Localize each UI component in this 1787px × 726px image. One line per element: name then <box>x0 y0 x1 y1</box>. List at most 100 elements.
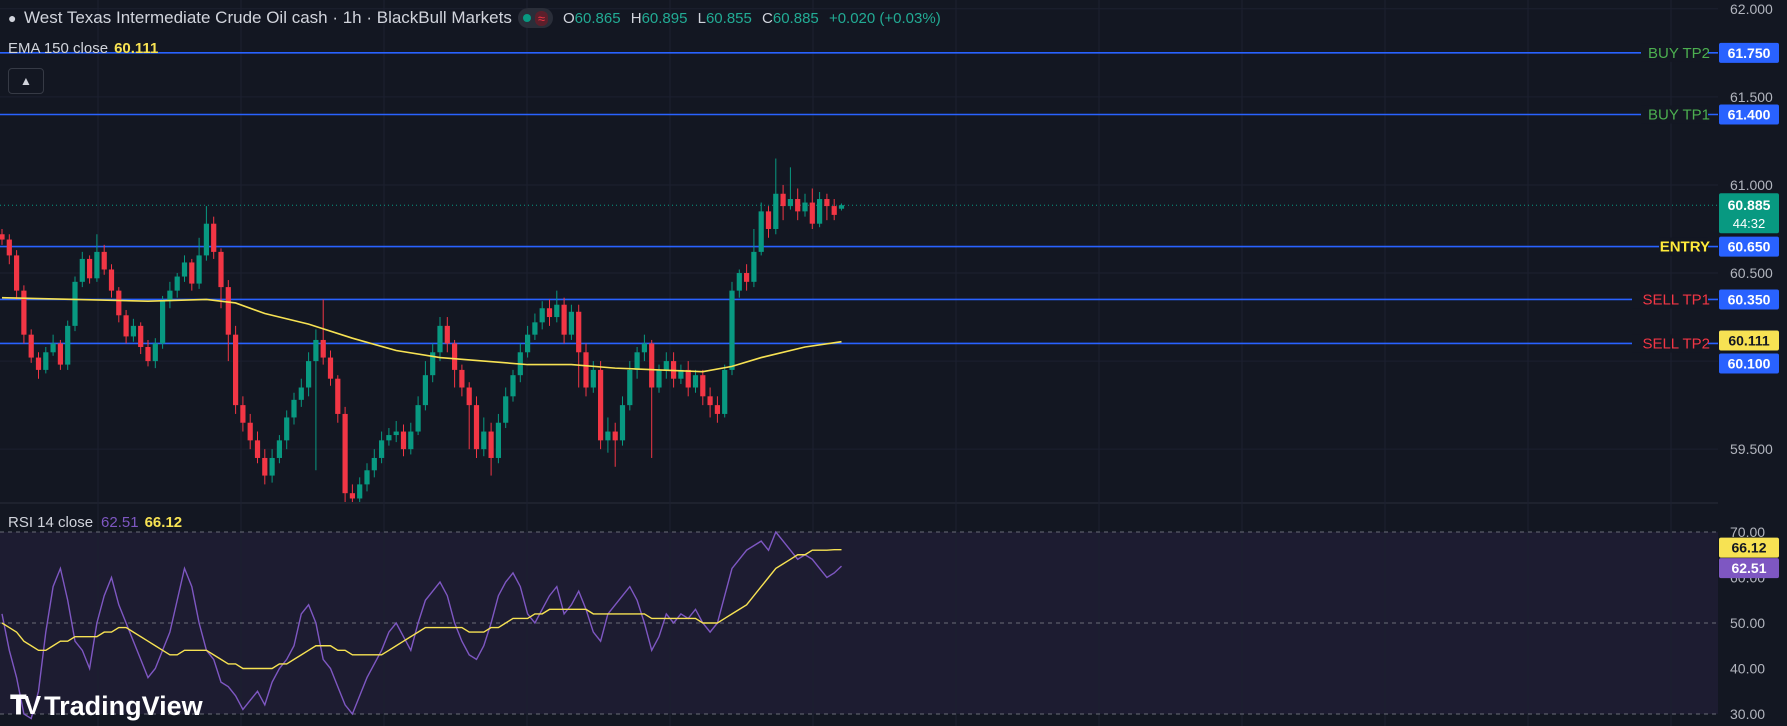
rsi-tick-label: 40.00 <box>1730 661 1765 677</box>
drop-icon: ● <box>8 10 17 26</box>
level-price-tag-bg <box>1719 353 1779 374</box>
rsi-tick-label: 50.00 <box>1730 615 1765 631</box>
candle-body <box>72 281 78 326</box>
ema-legend[interactable]: EMA 150 close 60.111 <box>8 40 158 57</box>
candle-body <box>532 322 538 335</box>
rsi-ma-tag-bg <box>1719 537 1779 558</box>
ohlc-close-value: 60.885 <box>772 9 819 27</box>
candle-body <box>379 440 385 458</box>
candle-body <box>838 205 845 209</box>
candle-body <box>809 202 815 224</box>
candle-body <box>130 325 136 337</box>
price-tick-label: 61.500 <box>1730 89 1773 105</box>
candle-body <box>481 431 487 450</box>
candle-body <box>400 431 407 450</box>
level-label: SELL TP1 <box>1642 291 1710 308</box>
candle-body <box>678 369 684 379</box>
candle-body <box>707 396 713 406</box>
rsi-label: RSI 14 close <box>8 514 94 531</box>
candle-body <box>145 346 151 362</box>
candle-body <box>473 405 480 450</box>
tradingview-logo[interactable]: 𝐓V TradingView <box>10 690 203 722</box>
rsi-tick-label: 30.00 <box>1730 706 1765 722</box>
ohlc-values: O60.865 H60.895 L60.855 C60.885 +0.020 (… <box>563 10 947 27</box>
candle-body <box>634 352 640 370</box>
candle-body <box>254 440 261 458</box>
candle-body <box>692 375 699 388</box>
rsi-value: 62.51 <box>101 514 139 531</box>
candle-body <box>495 422 501 458</box>
market-open-dot-icon <box>522 14 531 22</box>
candle-body <box>386 435 392 441</box>
candle-body <box>291 399 297 418</box>
candle-body <box>262 457 268 476</box>
candle-body <box>320 339 326 358</box>
candle-body <box>364 470 370 485</box>
ohlc-high-key: H <box>630 9 642 27</box>
rsi-legend[interactable]: RSI 14 close 62.51 66.12 <box>8 514 182 531</box>
candle-body <box>627 369 633 406</box>
candle-body <box>758 211 764 252</box>
level-label-bg <box>1632 334 1708 353</box>
candle-body <box>14 255 20 291</box>
candle-body <box>79 258 85 282</box>
ema-price-tag-bg <box>1719 330 1779 351</box>
market-status-badge[interactable]: ≈ <box>517 8 553 28</box>
candle-body <box>247 422 253 441</box>
symbol-legend: ● West Texas Intermediate Crude Oil cash… <box>8 8 947 28</box>
candle-body <box>568 311 574 335</box>
candle-body <box>240 405 246 423</box>
candle-body <box>313 339 319 362</box>
candle-body <box>35 357 42 370</box>
candle-body <box>393 431 399 436</box>
candle-body <box>663 361 669 370</box>
ema-line <box>1 296 842 373</box>
countdown-tag: 44:32 <box>1733 216 1766 231</box>
ohlc-low-key: L <box>697 9 706 27</box>
collapse-legend-button[interactable]: ▲ <box>8 68 44 94</box>
candle-body <box>349 493 355 499</box>
candle-body <box>57 343 63 365</box>
level-price-tag-bg <box>1719 42 1779 63</box>
price-tick-label: 60.500 <box>1730 265 1773 281</box>
candle-body <box>284 417 290 441</box>
rsi-tick-label: 70.00 <box>1730 524 1765 540</box>
candle-body <box>437 325 443 353</box>
candle-body <box>546 308 553 318</box>
candle-body <box>233 334 239 406</box>
candle-body <box>612 431 618 441</box>
last-price-tag: 60.885 <box>1728 197 1771 213</box>
candle-body <box>539 308 545 323</box>
price-change: +0.020 (+0.03%) <box>828 9 941 27</box>
candle-body <box>203 223 209 256</box>
candle-body <box>225 287 231 335</box>
candle-body <box>641 343 647 353</box>
ema-series <box>1 296 842 373</box>
level-label: ENTRY <box>1660 239 1710 256</box>
candle-body <box>590 369 596 388</box>
level-label-bg <box>1641 105 1708 124</box>
last-price-tag-bg <box>1719 193 1779 234</box>
candle-body <box>357 484 363 499</box>
candle-body <box>605 431 611 441</box>
candle-body <box>65 325 71 365</box>
candle-body <box>218 251 224 288</box>
ohlc-open-key: O <box>562 9 575 27</box>
candle-body <box>371 457 377 471</box>
candle-body <box>795 199 801 212</box>
level-price-tag-bg <box>1719 289 1779 310</box>
candle-body <box>656 369 662 388</box>
price-tick-label: 59.500 <box>1730 441 1773 457</box>
level-price-tag-bg <box>1719 104 1779 125</box>
candle-body <box>831 206 837 215</box>
candle-body <box>101 251 107 270</box>
collapse-chevron-up-icon: ▲ <box>20 74 32 88</box>
candle-body <box>174 276 180 291</box>
candle-body <box>714 405 720 414</box>
candle-body <box>408 431 414 450</box>
candle-body <box>430 352 436 376</box>
candle-body <box>802 202 808 212</box>
symbol-title[interactable]: West Texas Intermediate Crude Oil cash ·… <box>24 8 512 27</box>
tradingview-wordmark: TradingView <box>44 690 203 721</box>
